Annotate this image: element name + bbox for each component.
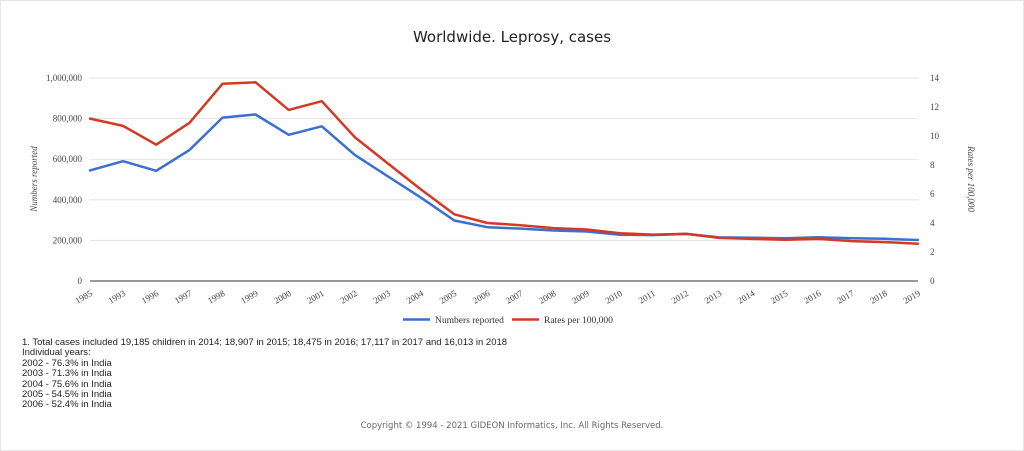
left-tick-label: 400,000 <box>53 195 83 205</box>
leprosy-line-chart: Worldwide. Leprosy, cases 0 200,000 400,00… <box>29 28 976 326</box>
left-axis-ticks: 0 200,000 400,000 600,000 800,000 1,000,000 <box>46 73 83 286</box>
footnote-line: 2006 - 52.4% in India <box>22 399 112 411</box>
x-tick-label: 2016 <box>802 288 823 306</box>
x-tick-label: 2014 <box>736 288 757 306</box>
x-tick-label: 1997 <box>173 288 194 306</box>
right-tick-label: 14 <box>930 73 940 83</box>
x-tick-label: 2019 <box>901 288 922 306</box>
right-tick-label: 6 <box>930 189 935 199</box>
x-tick-label: 2018 <box>868 288 889 306</box>
x-tick-label: 1993 <box>107 288 128 306</box>
left-tick-label: 800,000 <box>53 114 83 124</box>
right-tick-label: 4 <box>930 218 935 228</box>
series-line-rates-per-100-000 <box>88 81 920 245</box>
footnote-line: 2002 - 76.3% in India <box>22 357 112 369</box>
x-tick-label: 2011 <box>637 288 657 305</box>
x-tick-label: 2013 <box>703 288 724 306</box>
x-tick-label: 2004 <box>405 288 426 306</box>
right-axis-ticks: 0 2 4 6 8 10 12 14 <box>930 73 940 286</box>
legend-label-rates: Rates per 100,000 <box>544 316 613 326</box>
left-tick-label: 0 <box>78 276 83 286</box>
chart-title: Worldwide. Leprosy, cases <box>413 28 611 46</box>
x-tick-label: 2012 <box>670 288 691 306</box>
left-tick-label: 200,000 <box>53 235 83 245</box>
right-tick-label: 12 <box>930 102 939 112</box>
footnote-line: 1. Total cases included 19,185 children … <box>22 337 508 348</box>
x-tick-label: 2017 <box>835 288 856 306</box>
gridlines <box>90 77 918 282</box>
x-tick-label: 1985 <box>73 288 94 306</box>
right-tick-label: 8 <box>930 160 935 170</box>
footnotes: 1. Total cases included 19,185 children … <box>22 337 722 411</box>
x-tick-label: 2001 <box>305 288 326 306</box>
x-tick-label: 2003 <box>371 288 392 306</box>
legend-label-numbers-reported: Numbers reported <box>435 316 504 326</box>
left-axis-label: Numbers reported <box>29 146 39 213</box>
x-tick-label: 2005 <box>438 288 459 306</box>
x-tick-label: 2000 <box>272 288 293 306</box>
legend[interactable]: Numbers reported Rates per 100,000 <box>403 316 613 326</box>
x-tick-label: 2008 <box>537 288 558 306</box>
footnote-line: 2005 - 54.5% in India <box>22 389 112 401</box>
x-tick-label: 2002 <box>338 288 359 306</box>
x-axis-ticks: 1985 1993 1996 1997 1998 1999 2000 2001 2002 2003… <box>73 288 922 306</box>
right-tick-label: 10 <box>930 131 940 141</box>
footnote-line: Individual years: <box>22 347 91 359</box>
right-tick-label: 0 <box>930 276 935 286</box>
footnote-line: 2004 - 75.6% in India <box>22 378 112 390</box>
left-tick-label: 1,000,000 <box>46 73 83 83</box>
x-tick-label: 2006 <box>471 288 492 306</box>
right-tick-label: 2 <box>930 247 935 257</box>
right-axis-label: Rates per 100,000 <box>966 145 976 212</box>
x-tick-label: 2010 <box>603 288 624 306</box>
x-tick-label: 2015 <box>769 288 790 306</box>
footnote-line: 2003 - 71.3% in India <box>22 368 112 380</box>
x-tick-label: 2009 <box>570 288 591 306</box>
x-tick-label: 1998 <box>206 288 227 306</box>
x-tick-label: 1996 <box>140 288 161 306</box>
series-line-numbers-reported <box>88 113 920 242</box>
copyright-notice: Copyright © 1994 - 2021 GIDEON Informati… <box>360 421 664 431</box>
x-tick-label: 1999 <box>239 288 260 306</box>
left-tick-label: 600,000 <box>53 154 83 164</box>
x-tick-label: 2007 <box>504 288 525 306</box>
series-lines <box>88 81 920 245</box>
